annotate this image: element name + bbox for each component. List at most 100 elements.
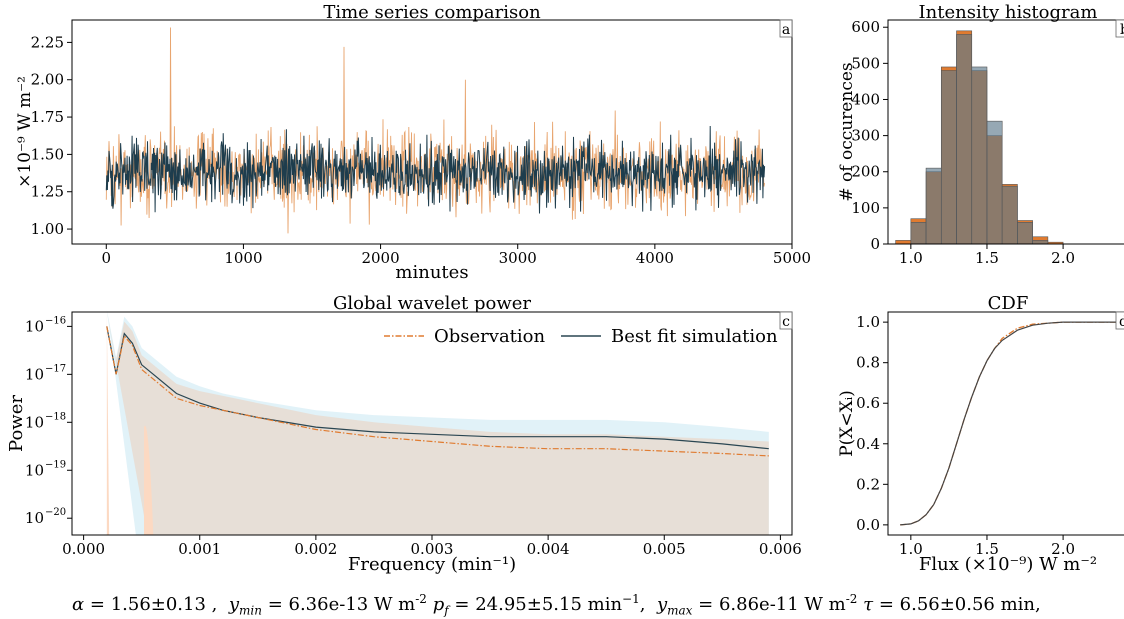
ymax-value: = 6.86e-11 W m xyxy=(698,594,846,615)
x-tick-label: 2000 xyxy=(361,249,399,267)
y-tick-label: 200 xyxy=(851,163,880,181)
pf-exp: −1 xyxy=(622,592,640,606)
x-axis-label: Frequency (min⁻¹) xyxy=(348,554,516,575)
observation-series xyxy=(105,27,766,234)
axes-frame xyxy=(887,19,1124,245)
panel-letter: b xyxy=(1120,22,1124,38)
x-tick-label: 0.004 xyxy=(527,540,570,558)
y-tick-label: 1.50 xyxy=(31,145,64,163)
simulation-bar xyxy=(910,222,927,245)
y-tick-label: 10 xyxy=(25,461,44,479)
y-tick-label: 0 xyxy=(870,235,880,253)
y-tick-label: 1.25 xyxy=(31,183,64,201)
panel-histogram: Intensity histogram b 1.0 1.5 2.0 0 100 200 300 4… xyxy=(837,2,1124,267)
axes-frame xyxy=(71,19,793,245)
x-tick-label: 0.000 xyxy=(62,540,105,558)
panel-wavelet-power: Global wavelet power c 0.000 0.001 0.002 0.00… xyxy=(6,293,802,575)
panel-letter-box xyxy=(1115,19,1124,38)
simulation-bar xyxy=(1017,222,1033,245)
panel-letter: c xyxy=(782,314,790,330)
alpha-label: α xyxy=(72,594,85,615)
panel-letter-box xyxy=(779,311,793,330)
y-tick-exponent: −18 xyxy=(45,411,66,422)
x-tick-label: 1.5 xyxy=(975,540,999,558)
observation-line xyxy=(106,326,769,457)
y-tick-exponent: −19 xyxy=(45,459,66,470)
y-axis-label: P(X<Xᵢ) xyxy=(837,390,857,457)
simulation-bar xyxy=(1001,185,1018,245)
chart-title: Time series comparison xyxy=(323,2,541,23)
ymin-value: = 6.36e-13 W m xyxy=(267,594,416,615)
x-tick-label: 2.0 xyxy=(1051,249,1075,267)
panel-time-series: Time series comparison a 0 1000 2000 3000 4000… xyxy=(15,2,811,283)
panel-letter: a xyxy=(782,22,790,38)
simulation-series xyxy=(105,125,766,214)
x-tick-label: 1000 xyxy=(224,249,262,267)
y-tick-label: 2.25 xyxy=(31,33,64,51)
simulation-bar xyxy=(971,66,988,245)
y-tick-label: 2.00 xyxy=(31,71,64,89)
ymin-exp: -2 xyxy=(415,592,427,606)
y-tick-label: 0.0 xyxy=(856,516,880,534)
ymax-sub: max xyxy=(667,603,693,618)
y-tick-label: 600 xyxy=(851,18,880,36)
chart-title: CDF xyxy=(988,293,1029,314)
simulation-bar xyxy=(1032,240,1049,245)
pf-sep: , xyxy=(639,594,646,615)
pf-value: = 24.95±5.15 min xyxy=(454,594,623,615)
y-tick-label: 1.0 xyxy=(856,313,880,331)
dip-band xyxy=(144,425,154,535)
alpha-value: = 1.56±0.13 , xyxy=(89,594,218,615)
chart-title: Intensity histogram xyxy=(919,2,1098,23)
y-tick-label: 10 xyxy=(25,317,44,335)
y-tick-exponent: −20 xyxy=(45,507,66,518)
panel-letter: d xyxy=(1119,314,1124,330)
y-tick-label: 10 xyxy=(25,509,44,527)
x-tick-label: 0.006 xyxy=(759,540,802,558)
y-axis-label: ×10⁻⁹ W m⁻² xyxy=(15,76,35,188)
y-tick-label: 0.8 xyxy=(856,354,880,372)
x-tick-label: 5000 xyxy=(773,249,811,267)
y-tick-label: 0.6 xyxy=(856,394,880,412)
y-tick-label: 10 xyxy=(25,413,44,431)
simulation-bar xyxy=(986,120,1003,245)
x-tick-label: 0 xyxy=(102,249,112,267)
y-tick-exponent: −17 xyxy=(45,363,66,374)
ymax-label: y xyxy=(656,594,668,615)
x-tick-label: 0.003 xyxy=(411,540,454,558)
y-tick-label: 400 xyxy=(851,90,880,108)
x-tick-label: 0.005 xyxy=(643,540,686,558)
x-axis-label: Flux (×10⁻⁹) W m⁻² xyxy=(919,554,1097,575)
y-tick-label: 300 xyxy=(851,127,880,145)
y-tick-label: 10 xyxy=(25,365,44,383)
y-tick-label: 1.75 xyxy=(31,108,64,126)
low-frequency-band xyxy=(106,312,110,535)
x-tick-label: 2.0 xyxy=(1051,540,1075,558)
pf-label: p xyxy=(432,594,445,615)
y-tick-label: 500 xyxy=(851,54,880,72)
x-tick-label: 1.5 xyxy=(975,249,999,267)
simulation-bar xyxy=(925,167,942,245)
tau-value: = 6.56±0.56 min, xyxy=(878,594,1041,615)
x-tick-label: 3000 xyxy=(499,249,537,267)
tau-label: τ xyxy=(863,594,874,615)
pf-sub: f xyxy=(444,603,449,618)
x-tick-label: 0.001 xyxy=(178,540,221,558)
fit-parameters-caption: α = 1.56±0.13 , ymin = 6.36e-13 W m-2 pf… xyxy=(72,592,1041,618)
ymin-label: y xyxy=(228,594,240,615)
x-tick-label: 1.0 xyxy=(899,540,923,558)
y-tick-label: 0.4 xyxy=(856,435,880,453)
axes-frame xyxy=(887,311,1124,536)
observation-bar xyxy=(895,240,912,245)
y-axis-label: Power xyxy=(6,395,27,452)
ymax-exp: -2 xyxy=(845,592,858,606)
simulation-cdf-line xyxy=(900,321,1124,526)
x-tick-label: 0.002 xyxy=(294,540,337,558)
chart-title: Global wavelet power xyxy=(333,293,531,314)
x-tick-label: 1.0 xyxy=(899,249,923,267)
legend-label-simulation: Best fit simulation xyxy=(611,326,778,347)
ymin-sub: min xyxy=(239,603,262,618)
x-tick-label: 4000 xyxy=(636,249,674,267)
